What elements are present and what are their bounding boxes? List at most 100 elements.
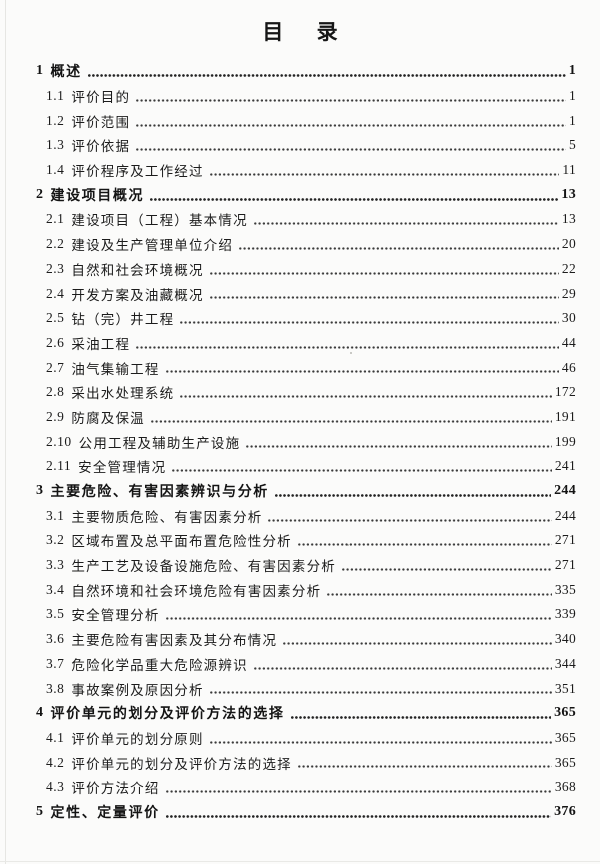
toc-entry-number: 3.6 <box>46 631 65 647</box>
toc-entry-label: 油气集输工程 <box>71 361 160 377</box>
toc-entry: 4.2 评价单元的划分及评价方法的选择 365 <box>0 750 600 775</box>
toc-entry-page-number: 376 <box>554 803 576 819</box>
toc-entry-label: 概述 <box>50 65 82 81</box>
toc-entry-page-number: 244 <box>554 483 576 499</box>
toc-dot-leader <box>297 543 552 547</box>
toc-entry-label: 定性、定量评价 <box>50 805 160 821</box>
toc-dot-leader <box>274 493 552 497</box>
toc-entry-number: 4.3 <box>46 779 65 795</box>
toc-entry: 1.4 评价程序及工作经过 11 <box>0 158 600 183</box>
toc-dot-leader <box>209 740 552 744</box>
toc-entry-page-number: 351 <box>554 680 576 696</box>
toc-entry-label: 防腐及保温 <box>71 410 145 426</box>
toc-entry-page-number: 11 <box>562 162 576 178</box>
toc-entry: 4.3 评价方法介绍 368 <box>0 775 600 800</box>
toc-entry-label: 采油工程 <box>71 336 131 352</box>
toc-entry-page-number: 271 <box>554 532 576 548</box>
toc-entry-number: 2.4 <box>46 285 65 301</box>
toc-entry-label: 采出水处理系统 <box>71 386 175 402</box>
scan-speck <box>350 352 352 354</box>
toc-dot-leader <box>209 296 559 300</box>
toc-entry-label: 钻（完）井工程 <box>71 312 175 328</box>
toc-entry: 2.5 钻（完）井工程 30 <box>0 306 600 331</box>
toc-entry-label: 建设及生产管理单位介绍 <box>71 238 234 254</box>
toc-entry-label: 评价方法介绍 <box>71 781 160 797</box>
toc-entry-number: 4.2 <box>46 754 65 770</box>
toc-entry-page-number: 22 <box>561 260 576 276</box>
toc-entry: 2.1 建设项目（工程）基本情况 13 <box>0 207 600 232</box>
toc-entry-number: 2 <box>36 186 44 202</box>
toc-entry-page-number: 172 <box>554 384 576 400</box>
toc-entry-number: 2.1 <box>46 211 65 227</box>
toc-entry-page-number: 13 <box>561 186 576 202</box>
toc-entry-page-number: 44 <box>561 334 576 350</box>
toc-entry-label: 危险化学品重大危险源辨识 <box>71 657 248 673</box>
scan-fold-line <box>5 0 6 864</box>
toc-entry-number: 2.3 <box>46 260 65 276</box>
toc-entry-number: 2.8 <box>46 384 65 400</box>
toc-entry-number: 1 <box>36 63 44 79</box>
toc-dot-leader <box>290 716 552 720</box>
toc-entry-number: 1.2 <box>46 112 65 128</box>
toc-entry-number: 2.6 <box>46 334 65 350</box>
toc-entry-label: 主要物质危险、有害因素分析 <box>71 509 263 525</box>
toc-entry-label: 评价范围 <box>71 114 131 130</box>
toc-entry-page-number: 365 <box>554 705 576 721</box>
toc-entry: 2.4 开发方案及油藏概况 29 <box>0 281 600 306</box>
page-title: 目 录 <box>262 20 352 44</box>
toc-entry-label: 区域布置及总平面布置危险性分析 <box>71 534 292 550</box>
toc-dot-leader <box>239 247 559 250</box>
toc-entry: 3 主要危险、有害因素辨识与分析 244 <box>0 479 600 504</box>
toc-entry-label: 主要危险有害因素及其分布情况 <box>71 633 278 649</box>
toc-entry-page-number: 271 <box>554 557 576 573</box>
toc-entry: 2.9 防腐及保温 191 <box>0 405 600 430</box>
toc-entry-number: 2.10 <box>46 433 72 449</box>
toc-entry-page-number: 244 <box>554 507 576 523</box>
toc-entry-number: 4.1 <box>46 729 65 745</box>
toc-entry-label: 自然和社会环境概况 <box>71 262 204 278</box>
toc-entry-number: 1.4 <box>46 162 65 178</box>
toc-dot-leader <box>180 321 559 325</box>
toc-entry-label: 建设项目概况 <box>50 188 145 204</box>
toc-entry: 5 定性、定量评价 376 <box>0 800 600 825</box>
toc-entry: 2 建设项目概况 13 <box>0 182 600 207</box>
toc-entry-page-number: 13 <box>561 211 576 227</box>
toc-entry-label: 建设项目（工程）基本情况 <box>71 213 248 229</box>
toc-dot-leader <box>246 444 552 448</box>
toc-entry: 3.6 主要危险有害因素及其分布情况 340 <box>0 627 600 652</box>
toc-dot-leader <box>253 666 552 670</box>
toc-entry-number: 3.8 <box>46 680 65 696</box>
toc-dot-leader <box>136 148 566 152</box>
toc-entry-number: 4 <box>36 705 44 721</box>
toc-entry-page-number: 29 <box>561 285 576 301</box>
toc-entry-label: 评价单元的划分及评价方法的选择 <box>71 756 292 772</box>
toc-dot-leader <box>268 518 552 522</box>
toc-dot-leader <box>165 790 552 794</box>
toc-entry: 3.1 主要物质危险、有害因素分析 244 <box>0 503 600 528</box>
toc-entry-page-number: 344 <box>554 655 576 671</box>
toc-dot-leader <box>209 691 552 695</box>
toc-entry-label: 事故案例及原因分析 <box>71 682 204 698</box>
toc-entry: 1.2 评价范围 1 <box>0 108 600 133</box>
toc-dot-leader <box>341 567 552 571</box>
toc-dot-leader <box>87 74 566 78</box>
toc-entry-label: 开发方案及油藏概况 <box>71 287 204 303</box>
toc-dot-leader <box>253 222 559 226</box>
toc-entry-number: 3.7 <box>46 655 65 671</box>
toc-entry: 2.3 自然和社会环境概况 22 <box>0 257 600 282</box>
toc-entry-page-number: 1 <box>568 88 576 104</box>
toc-entry-number: 2.2 <box>46 236 65 252</box>
toc-dot-leader <box>136 98 566 102</box>
toc-entry-page-number: 5 <box>568 137 576 153</box>
toc-entry-label: 安全管理情况 <box>78 460 167 476</box>
toc-entry-page-number: 335 <box>554 581 576 597</box>
toc-dot-leader <box>136 345 559 349</box>
toc-entry-page-number: 1 <box>568 63 576 79</box>
toc-entry-label: 生产工艺及设备设施危险、有害因素分析 <box>71 559 336 575</box>
scan-bottom-edge <box>0 861 600 862</box>
toc-dot-leader <box>165 370 559 374</box>
toc-dot-leader <box>150 197 559 201</box>
toc-entry-number: 3.2 <box>46 532 65 548</box>
toc-entry-page-number: 241 <box>554 458 576 474</box>
toc-entry: 2.8 采出水处理系统 172 <box>0 380 600 405</box>
